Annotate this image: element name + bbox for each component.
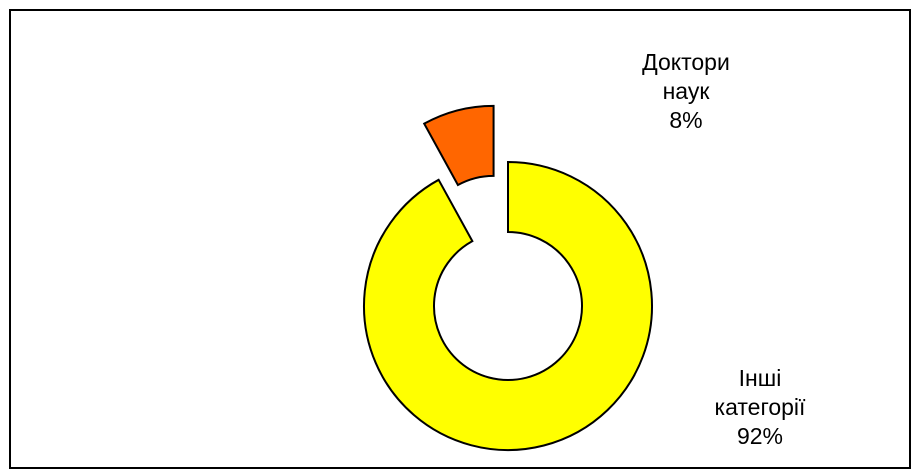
doughnut-slice-other	[363, 160, 653, 451]
data-label-doctors: Доктори наук 8%	[606, 48, 766, 135]
data-label-other-line-1: Інші	[738, 365, 782, 391]
doughnut-slice-doctors	[422, 104, 495, 187]
doughnut-chart	[363, 104, 653, 451]
data-label-other-value: 92%	[736, 423, 784, 449]
data-label-other-line-2: категорії	[714, 394, 806, 420]
data-label-doctors-line-2: наук	[662, 78, 710, 104]
data-label-other: Інші категорії 92%	[680, 364, 840, 451]
data-label-doctors-value: 8%	[669, 107, 703, 133]
data-label-doctors-line-1: Доктори	[642, 49, 730, 75]
